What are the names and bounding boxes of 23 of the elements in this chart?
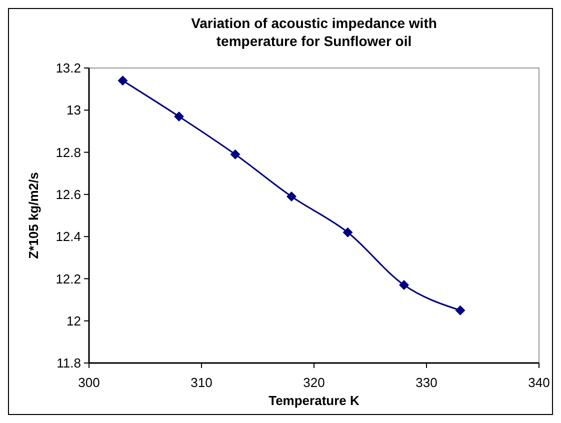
x-tick-label: 310 [190,375,212,390]
y-tick-label: 13.2 [56,60,81,76]
point [174,111,184,122]
y-tick-label: 12.4 [56,229,81,244]
x-tick-label: 300 [78,375,100,390]
point [286,192,296,202]
chart-title: Variation of acoustic impedance with temperature for Sunflower oil [191,15,437,49]
x-tick-label: 320 [303,375,325,390]
y-tick-label: 13 [66,102,81,118]
y-tick-label: 12.2 [56,271,81,286]
y-axis-title: Z*105 kg/m2/s [26,172,41,259]
point [455,305,466,316]
y-tick-label: 12.6 [56,186,81,202]
y-tick-label: 12 [66,313,81,328]
point [118,76,128,86]
point [230,149,240,160]
point [399,280,409,290]
x-tick-label: 330 [416,375,438,390]
x-axis-title: Temperature K [268,393,360,408]
point [342,227,353,238]
y-tick-label: 12.8 [56,144,81,160]
y-tick-label: 11.8 [56,356,81,371]
x-tick-label: 340 [528,375,550,390]
